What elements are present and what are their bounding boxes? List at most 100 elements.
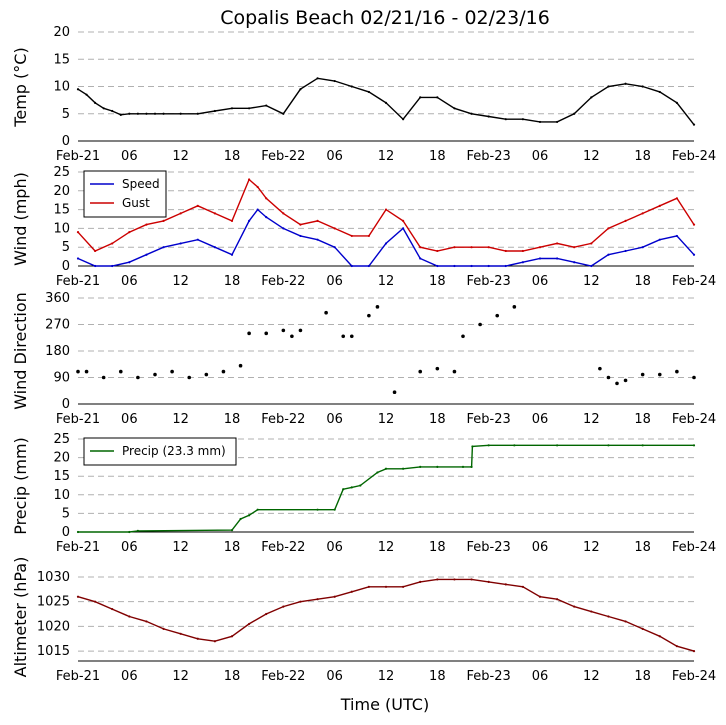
data-point (436, 96, 439, 99)
x-tick-label: Feb-23 (467, 540, 511, 555)
x-tick-label: 18 (429, 669, 446, 684)
x-tick-label: 06 (532, 412, 549, 427)
data-point (418, 369, 423, 374)
series-precip-0 (76, 444, 696, 534)
data-point (573, 605, 576, 608)
x-tick-label: Feb-21 (56, 274, 100, 289)
data-point (333, 79, 336, 83)
data-point (145, 223, 148, 226)
data-point (324, 310, 328, 315)
data-point (453, 578, 456, 581)
x-tick-label: 06 (532, 149, 549, 164)
data-point (521, 249, 524, 253)
panel-temp: 0 5 10 15 20 Feb-21 06 12 18 Feb-22 06 12 18 Feb-23 06… (11, 25, 716, 164)
x-tick-label: 06 (326, 412, 343, 427)
data-point (436, 264, 439, 268)
data-point (179, 242, 182, 245)
y-tick-label: 20 (53, 451, 70, 466)
data-point (556, 598, 559, 601)
data-point (76, 530, 80, 534)
data-point (487, 580, 490, 583)
data-point (367, 90, 370, 94)
data-point (248, 622, 251, 626)
data-point (692, 223, 696, 226)
data-point (145, 253, 148, 256)
data-point (162, 112, 165, 115)
data-point (367, 234, 370, 238)
data-point (675, 369, 679, 374)
data-point (692, 375, 696, 380)
data-point (179, 112, 182, 115)
data-point (471, 445, 474, 448)
data-point (435, 366, 440, 371)
data-point (230, 107, 234, 110)
x-tick-label: Feb-21 (56, 669, 100, 684)
x-tick-label: 12 (172, 540, 189, 555)
data-point (136, 375, 140, 380)
data-point (487, 246, 490, 249)
panel-direction: 0 90 180 270 360 Feb-21 06 12 18 Feb-22 06 12 18 Feb-… (11, 291, 716, 427)
series-line (78, 444, 694, 533)
data-point (76, 369, 80, 374)
data-point (290, 334, 294, 339)
data-point (521, 261, 524, 264)
data-point (111, 607, 114, 611)
data-point (213, 212, 216, 215)
series-wind-0 (76, 208, 696, 268)
y-tick-label: 0 (62, 134, 70, 149)
x-tick-label: 12 (583, 412, 600, 427)
data-point (384, 467, 388, 470)
data-point (316, 238, 319, 241)
data-point (607, 253, 610, 256)
data-point (623, 378, 628, 383)
y-tick-label: 0 (62, 397, 70, 412)
x-tick-label: 18 (429, 274, 446, 289)
data-point (556, 120, 559, 124)
data-point (504, 264, 507, 268)
legend-label: Precip (23.3 mm) (122, 444, 226, 458)
data-point (692, 650, 696, 653)
x-tick-label: 12 (172, 669, 189, 684)
x-tick-label: 18 (224, 274, 241, 289)
x-tick-label: 06 (121, 274, 138, 289)
x-tick-label: 18 (429, 412, 446, 427)
y-tick-label: 10 (53, 80, 70, 95)
x-tick-label: 12 (583, 540, 600, 555)
data-point (402, 467, 405, 470)
y-axis-label: Wind (mph) (11, 172, 30, 266)
x-tick-label: Feb-23 (467, 669, 511, 684)
series-wind-1 (76, 178, 696, 253)
data-point (487, 264, 490, 268)
y-tick-label: 25 (53, 432, 70, 447)
y-tick-label: 1015 (37, 644, 70, 659)
y-tick-label: 0 (62, 525, 70, 540)
x-tick-label: 06 (326, 669, 343, 684)
data-point (556, 242, 559, 245)
data-point (538, 246, 542, 249)
data-point (76, 231, 80, 234)
data-point (607, 85, 610, 88)
data-point (256, 208, 259, 211)
data-point (350, 264, 353, 268)
data-point (573, 112, 576, 115)
data-point (504, 583, 507, 586)
y-tick-label: 20 (53, 184, 70, 199)
data-point (513, 444, 516, 447)
y-tick-label: 270 (45, 318, 70, 333)
x-tick-label: 12 (172, 412, 189, 427)
data-point (265, 216, 268, 219)
data-point (299, 88, 302, 91)
data-point (213, 246, 216, 249)
data-point (675, 197, 678, 200)
data-point (230, 253, 234, 256)
data-point (402, 219, 405, 222)
y-tick-label: 5 (62, 506, 70, 521)
x-tick-label: 18 (634, 540, 651, 555)
data-point (692, 444, 696, 447)
data-point (624, 219, 627, 222)
data-point (153, 372, 157, 377)
y-tick-label: 15 (53, 52, 70, 67)
data-point (607, 615, 610, 618)
